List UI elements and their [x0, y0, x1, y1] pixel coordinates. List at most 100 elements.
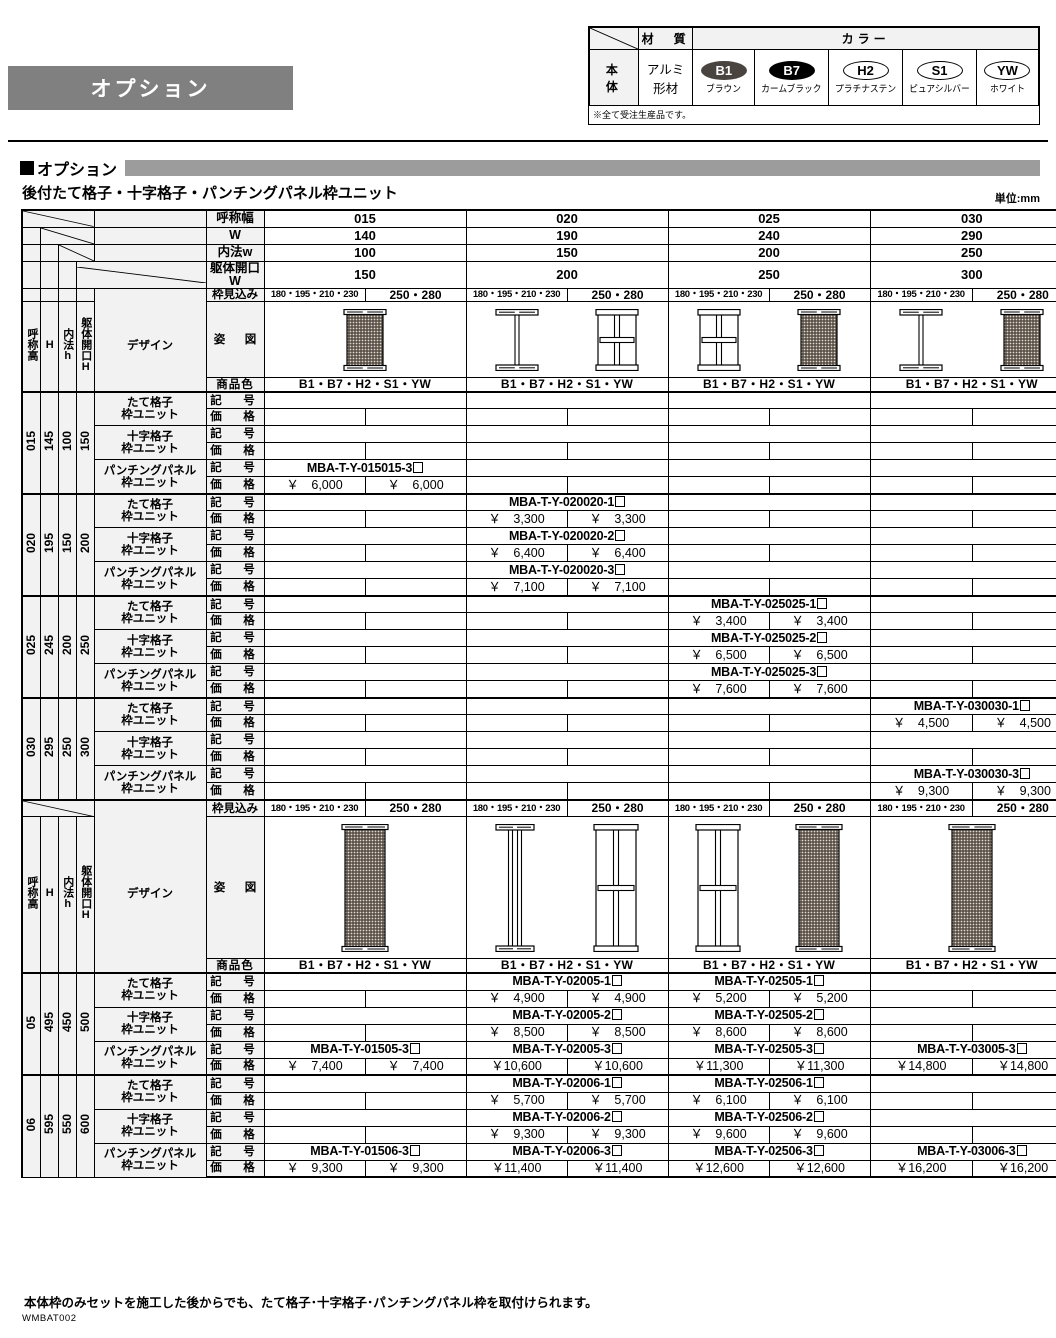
price-cell-030-2-2-b: [768, 782, 871, 801]
design-label-030-2: パンチングパネル 枠ユニット: [93, 765, 207, 801]
color-select-box[interactable]: [817, 665, 828, 677]
product-code: MBA-T-Y-02005-3: [512, 1042, 622, 1056]
price-cell-05-0-0-b: [364, 989, 467, 1008]
price-cell-06-2-1-a: ￥11,400: [465, 1159, 568, 1179]
depth-group-1-0: 180・195・210・230: [465, 287, 568, 303]
color-select-box[interactable]: [413, 461, 424, 473]
code-cell-030-1-0: [263, 731, 467, 750]
color-select-box[interactable]: [611, 975, 622, 986]
color-select-box[interactable]: [1016, 1144, 1027, 1156]
kigo-label-05-2: 記 号: [205, 1040, 265, 1059]
color-select-box[interactable]: [1016, 1042, 1027, 1054]
color-select-box[interactable]: [813, 1077, 824, 1088]
page-code: WMBAT002: [22, 1313, 77, 1324]
color-name-h2: プラチナステン: [834, 84, 897, 95]
color-select-box[interactable]: [817, 597, 828, 609]
color-select-box[interactable]: [409, 1042, 420, 1054]
corner-pad-d3: [57, 287, 77, 303]
price-cell-015-0-3-a: [869, 408, 973, 427]
product-code: MBA-T-Y-020020-1: [509, 495, 626, 509]
row-kigo-030-2: パンチングパネル 枠ユニット記 号 MBA-T-Y-030030-3: [22, 765, 1056, 801]
kakaku-label-06-0: 価 格: [205, 1091, 265, 1110]
code-cell-015-2-1: [465, 459, 669, 478]
design-label-06-2: パンチングパネル 枠ユニット: [93, 1142, 207, 1178]
design-label-025-1: 十字格子 枠ユニット: [93, 629, 207, 665]
depth-group-2-1: 250・280: [768, 798, 871, 818]
price-cell-05-0-1-a: ￥ 4,900: [465, 989, 568, 1008]
price-cell-025-1-0-b: [364, 646, 467, 665]
color-select-box[interactable]: [813, 1042, 824, 1054]
price-cell-025-1-2-b: ￥ 6,500: [768, 646, 871, 665]
row-kigo-06-0: 06 595 550 600 たて格子 枠ユニット記 号 MBA-T-Y-02006-1 MB…: [21, 1074, 1056, 1178]
code-cell-05-1-0: [263, 1006, 467, 1025]
price-cell-05-2-0-b: ￥ 7,400: [364, 1057, 467, 1076]
option-banner-label: オプション: [90, 78, 211, 101]
price-cell-030-0-2-b: [768, 714, 871, 733]
color-select-box[interactable]: [611, 1110, 622, 1122]
kigo-label-025-1: 記 号: [205, 629, 265, 648]
width-kosho-0: 015: [263, 209, 467, 228]
price-cell-06-1-1-b: ￥ 9,300: [566, 1125, 669, 1144]
color-select-box[interactable]: [409, 1144, 420, 1156]
price-cell-030-1-1-a: [465, 748, 568, 767]
row-kigo-030-1: 十字格子 枠ユニット記 号: [22, 731, 1056, 767]
code-cell-06-2-2: MBA-T-Y-02506-3: [667, 1142, 871, 1161]
price-cell-025-2-1-a: [465, 680, 568, 699]
price-cell-025-0-1-a: [465, 612, 568, 631]
corner-pad-c3: [57, 260, 77, 289]
height-kosho-020: 020: [21, 492, 41, 597]
color-select-box[interactable]: [611, 1042, 622, 1054]
price-cell-020-2-0-b: [364, 578, 467, 597]
design-diagram-1: [465, 301, 669, 379]
code-cell-06-2-1: MBA-T-Y-02006-3: [465, 1142, 669, 1161]
code-cell-020-1-0: [263, 527, 467, 546]
code-cell-025-1-1: [465, 629, 669, 648]
color-select-box[interactable]: [1019, 699, 1030, 711]
color-select-box[interactable]: [615, 495, 626, 507]
color-select-box[interactable]: [615, 563, 626, 575]
code-cell-015-2-2: [667, 459, 871, 478]
price-cell-05-2-1-b: ￥10,600: [566, 1057, 669, 1076]
color-select-box[interactable]: [813, 1144, 824, 1156]
row-kigo-020-1: 十字格子 枠ユニット記 号 MBA-T-Y-020020-2: [22, 527, 1056, 563]
product-code: MBA-T-Y-02505-1: [714, 974, 824, 988]
price-cell-020-1-0-b: [364, 544, 467, 563]
price-cell-05-2-2-a: ￥11,300: [667, 1057, 770, 1076]
header-row-w: W 140 190 240 290: [21, 226, 1056, 245]
price-cell-06-0-0-a: [263, 1091, 366, 1110]
price-cell-015-0-0-b: [364, 408, 467, 427]
price-cell-05-0-1-b: ￥ 4,900: [566, 989, 669, 1008]
color-select-box[interactable]: [813, 1008, 824, 1020]
color-select-box[interactable]: [611, 1077, 622, 1088]
price-cell-015-1-0-b: [364, 442, 467, 461]
row-kigo-025-1: 十字格子 枠ユニット記 号 MBA-T-Y-025025-2: [22, 629, 1056, 665]
product-code: MBA-T-Y-01506-3: [310, 1144, 420, 1158]
code-cell-025-2-2: MBA-T-Y-025025-3: [667, 663, 871, 682]
color-select-box[interactable]: [615, 529, 626, 541]
row-shohin-iro: 商品色 B1・B7・H2・S1・YW B1・B7・H2・S1・YW B1・B7・H2・…: [22, 958, 1056, 974]
color-select-box[interactable]: [611, 1008, 622, 1020]
color-select-box[interactable]: [813, 1110, 824, 1122]
price-cell-030-1-2-b: [768, 748, 871, 767]
code-cell-06-1-2: MBA-T-Y-02506-2: [667, 1108, 871, 1127]
product-code: MBA-T-Y-01505-3: [310, 1042, 420, 1056]
color-select-box[interactable]: [817, 631, 828, 643]
height-kosho-05: 05: [21, 972, 41, 1076]
row-label-design: デザイン: [93, 816, 207, 974]
code-cell-06-1-1: MBA-T-Y-02006-2: [465, 1108, 669, 1127]
design-pad-b: [93, 798, 207, 817]
row-kakaku-020-2: 価 格 ￥ 7,100 ￥ 7,100: [22, 578, 1056, 597]
price-cell-05-0-3-a: [869, 989, 973, 1008]
color-select-box[interactable]: [813, 975, 824, 986]
price-cell-015-2-2-a: [667, 476, 770, 495]
price-cell-020-0-2-a: [667, 510, 770, 529]
code-cell-020-2-3: [869, 561, 1056, 580]
price-cell-030-1-3-b: [971, 748, 1056, 767]
price-cell-020-0-2-b: [768, 510, 871, 529]
price-cell-015-1-2-b: [768, 442, 871, 461]
color-name-b7: カームブラック: [761, 84, 822, 95]
color-select-box[interactable]: [1019, 767, 1030, 779]
product-code: MBA-T-Y-02005-2: [512, 1008, 622, 1022]
kigo-label-025-2: 記 号: [205, 663, 265, 682]
color-select-box[interactable]: [611, 1144, 622, 1156]
